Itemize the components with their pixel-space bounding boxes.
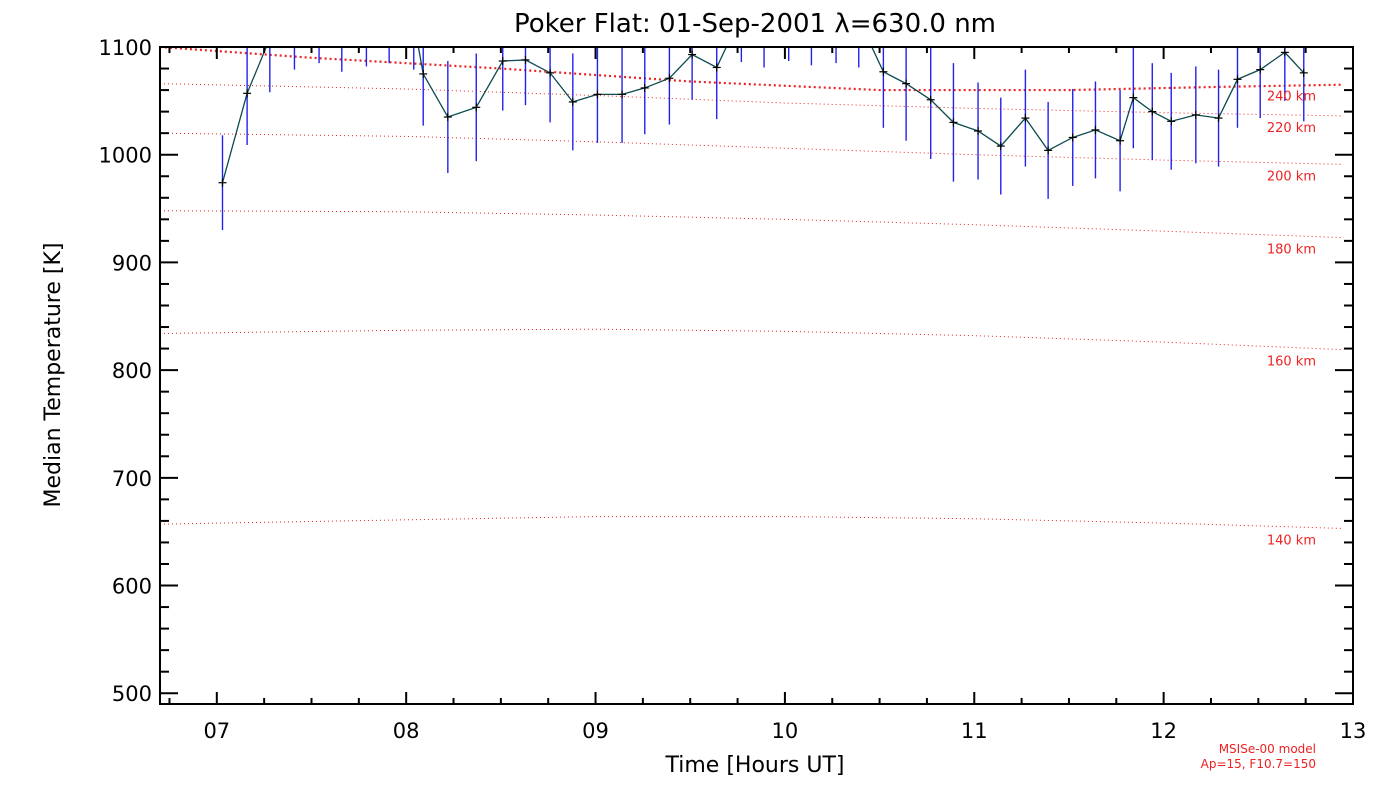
y-tick-label: 700 [112,467,152,491]
data-point [266,34,274,42]
y-tick-label: 500 [112,682,152,706]
model-line-200km [160,132,1344,165]
axis-tick-labels: 07 08 09 10 11 12 13 500 600 700 800 900 1000 1100 [99,36,1367,743]
altitude-label: 200 km [1267,169,1316,184]
x-tick-label: 09 [582,719,609,743]
data-point [410,17,418,25]
x-tick-label: 07 [203,719,230,743]
data-point [1233,75,1242,84]
x-tick-label: 12 [1150,719,1177,743]
data-point [1116,136,1125,145]
y-tick-label: 1100 [99,36,152,60]
data-point [974,127,983,136]
y-tick-label: 900 [112,251,152,275]
y-axis-label: Median Temperature [K] [41,243,66,508]
y-tick-label: 1000 [99,144,152,168]
axis-ticks [160,46,1353,704]
plot-frame [159,46,1354,705]
x-tick-label: 10 [772,719,799,743]
model-line-160km [160,328,1344,351]
model-line-140km [160,516,1344,529]
data-point [665,74,674,83]
temperature-line [221,47,1305,183]
data-point [472,103,481,112]
data-point [315,11,323,19]
altitude-label: 160 km [1267,355,1316,370]
data-point [1091,125,1100,134]
data-point [1191,110,1200,119]
data-point [1129,93,1138,102]
temperature-series [221,47,1305,183]
model-line-220km [160,83,1344,117]
altitude-label: 180 km [1267,243,1316,258]
data-markers [218,11,1308,187]
data-point [1280,48,1289,57]
model-note-line-2: Ap=15, F10.7=150 [1201,757,1316,771]
data-point [712,63,721,72]
data-point [618,90,627,99]
data-point [688,50,697,59]
altitude-labels: 240 km 220 km 200 km 180 km 160 km 140 km [1267,90,1316,549]
model-note-line-1: MSISe-00 model [1219,742,1316,756]
data-point [218,178,227,187]
data-point [338,19,346,27]
x-tick-label: 08 [393,719,420,743]
data-point [290,16,298,24]
data-point [1214,114,1223,123]
x-tick-label: 11 [961,719,988,743]
chart-title: Poker Flat: 01-Sep-2001 λ=630.0 nm [514,9,996,39]
data-point [902,79,911,88]
model-line-240km [160,47,1344,92]
data-point [879,67,888,76]
altitude-label: 240 km [1267,90,1316,105]
data-point [521,55,530,64]
data-point [593,90,602,99]
x-axis-label: Time [Hours UT] [665,753,845,778]
data-point [546,68,555,77]
data-point [443,113,452,122]
data-point [498,57,507,66]
data-point [568,97,577,106]
data-point [996,142,1005,151]
data-point [1044,146,1053,155]
y-tick-label: 600 [112,575,152,599]
data-point [949,118,958,127]
data-point [1021,114,1030,123]
data-point [419,69,428,78]
data-point [1299,68,1308,77]
data-point [362,13,370,21]
data-point [1148,107,1157,116]
data-point [926,95,935,104]
altitude-label: 140 km [1267,533,1316,548]
altitude-label: 220 km [1267,121,1316,136]
model-line-180km [160,210,1344,239]
y-tick-label: 800 [112,359,152,383]
data-point [1068,133,1077,142]
x-tick-label: 13 [1340,719,1367,743]
data-point [640,83,649,92]
data-point [243,89,252,98]
data-point [1167,117,1176,126]
data-point [1256,65,1265,74]
data-point [385,11,393,19]
